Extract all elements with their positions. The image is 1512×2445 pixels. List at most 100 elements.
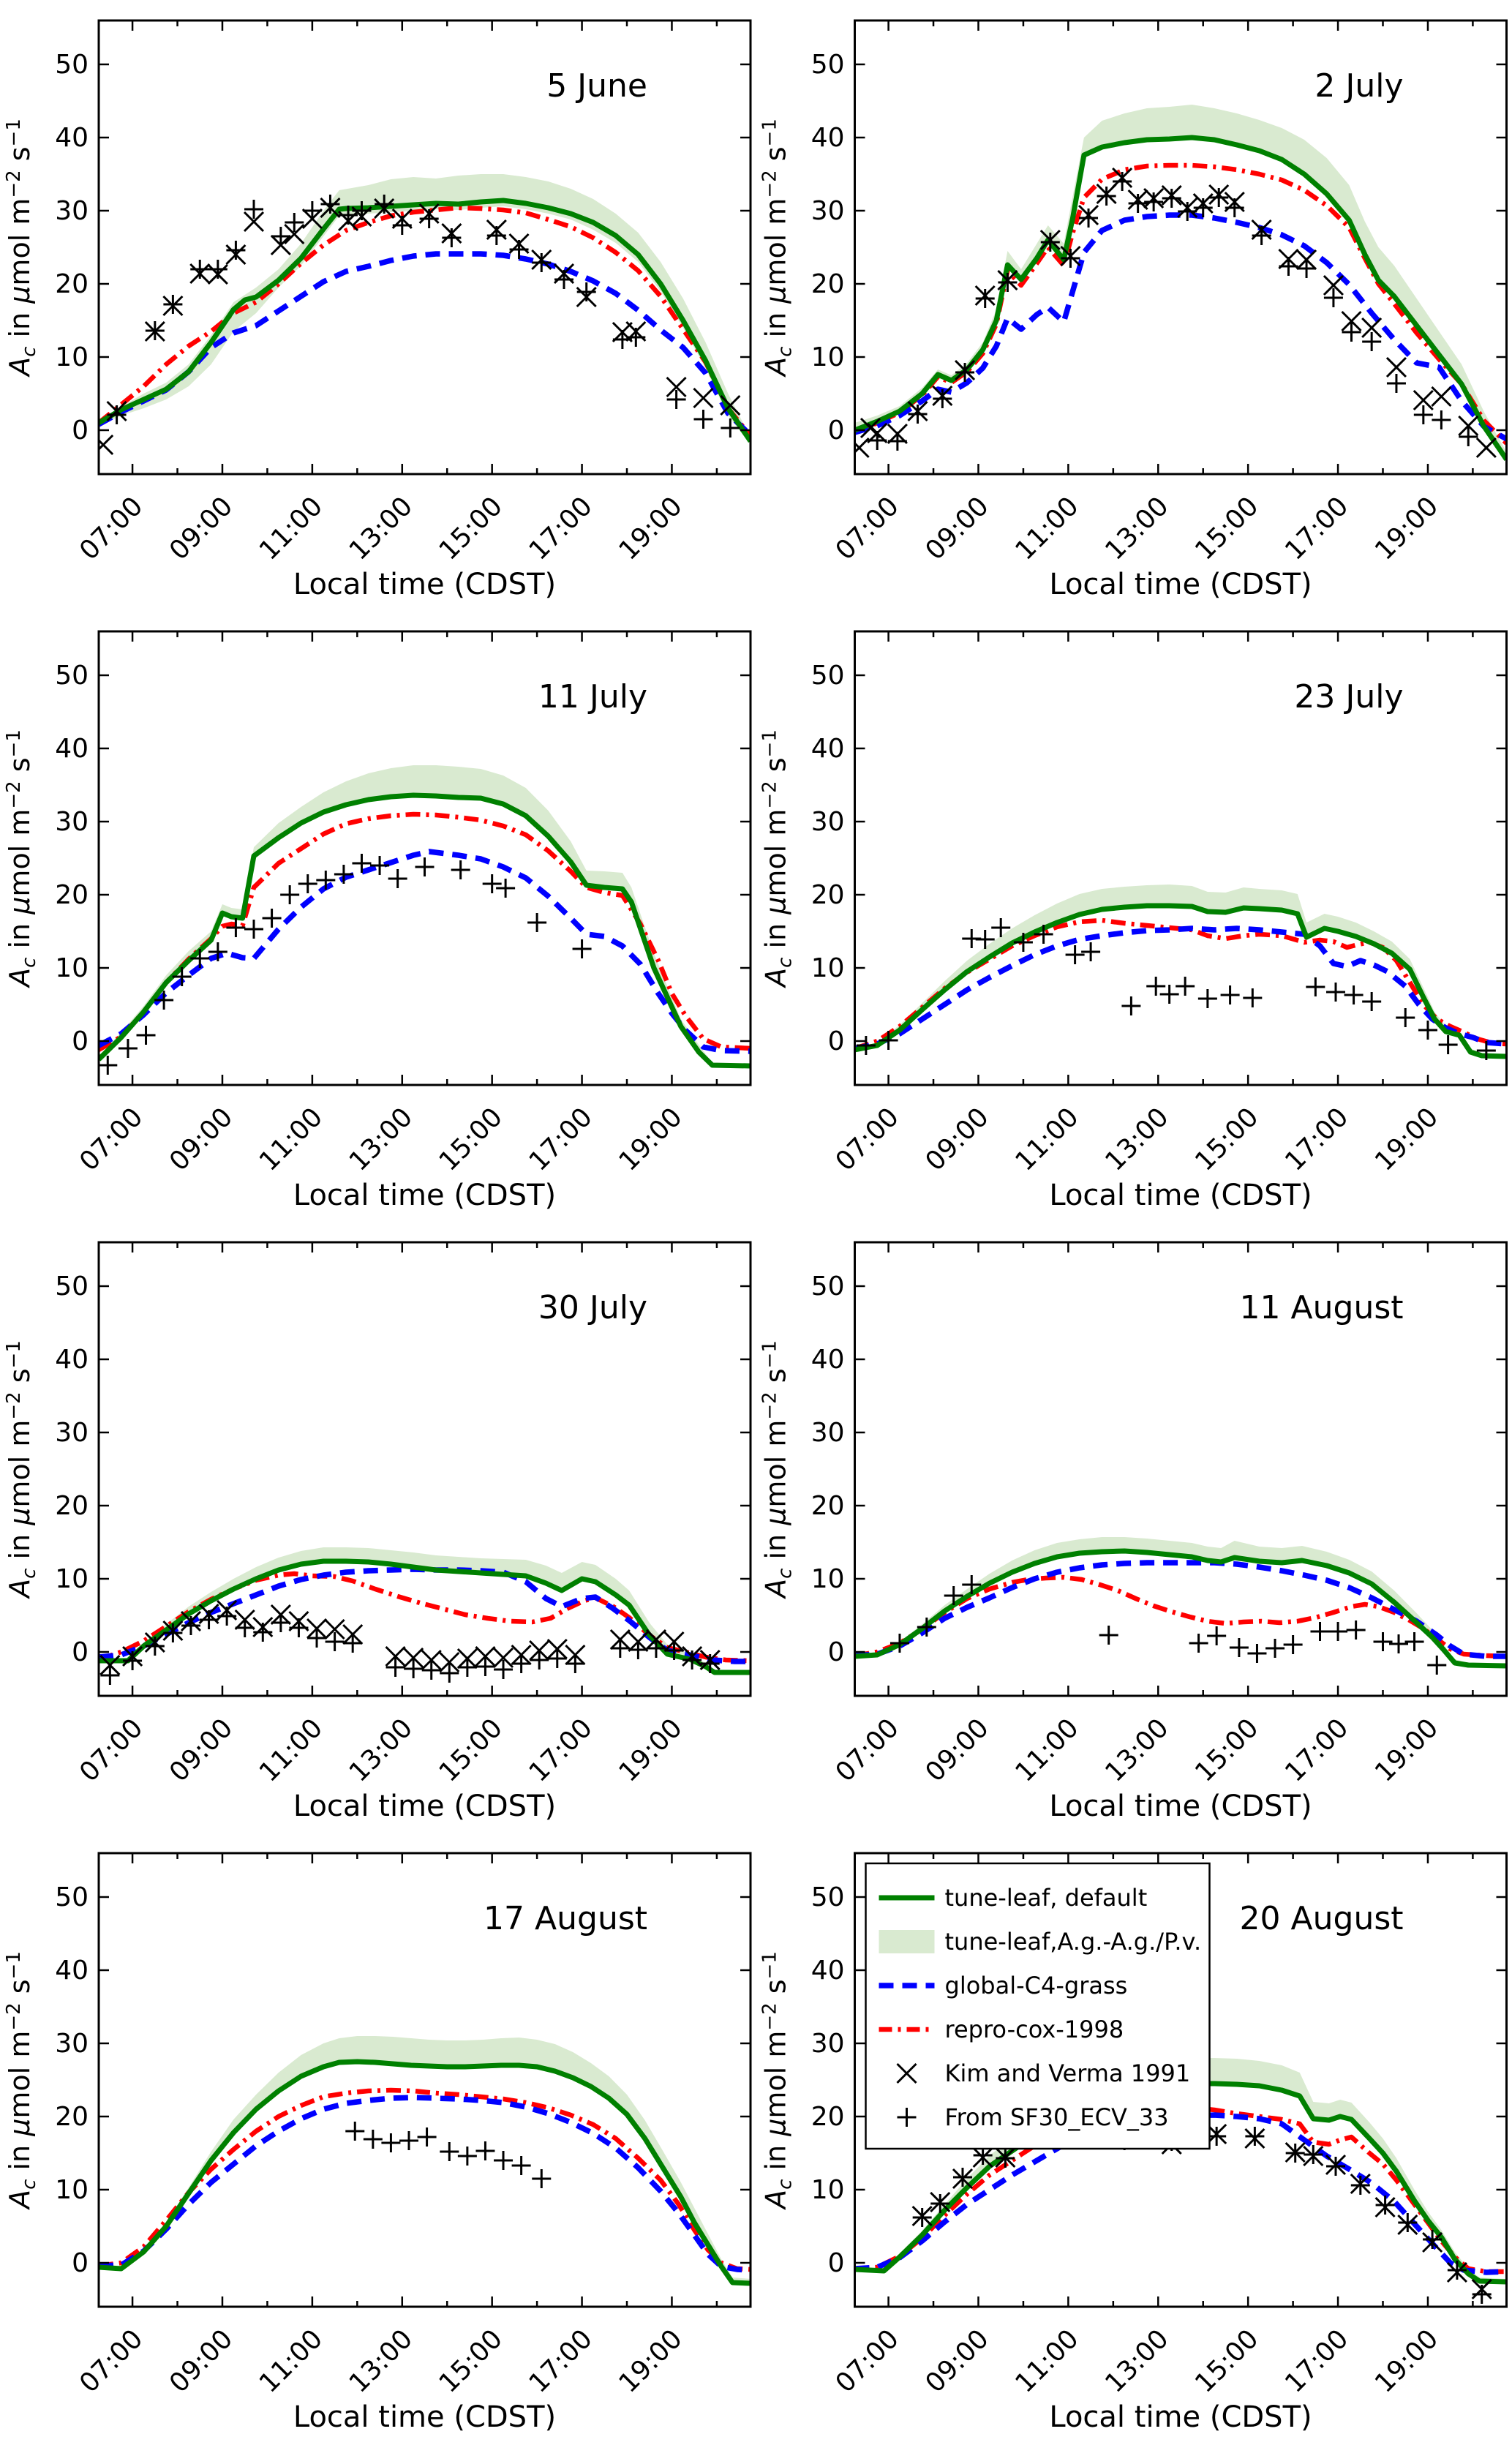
y-tick-label: 0 <box>828 1637 845 1667</box>
y-tick-label: 0 <box>828 1026 845 1056</box>
x-tick-label: 07:00 <box>830 491 905 566</box>
panel-title: 5 June <box>546 67 647 105</box>
panel-title: 17 August <box>484 1900 647 1937</box>
x-tick-label: 11:00 <box>1009 491 1084 566</box>
x-tick-label: 11:00 <box>254 1713 328 1787</box>
plot-area-1 <box>854 105 1507 461</box>
y-tick-label: 20 <box>55 1491 89 1521</box>
x-tick-label: 13:00 <box>1099 1713 1174 1787</box>
chart-30-july: 07:00 09:00 11:00 13:00 15:00 17:00 19:00 0 10 20… <box>3 1241 752 1823</box>
series-band-tune-leaf-ag <box>854 2058 1507 2282</box>
y-tick-label: 30 <box>811 1418 845 1448</box>
y-tick-label: 20 <box>55 269 89 299</box>
x-tick-label: 09:00 <box>919 1102 994 1176</box>
x-axis-label: Local time (CDST) <box>293 1789 556 1823</box>
y-axis-label: Ac in μmol m−2 s−1 <box>759 119 797 378</box>
x-tick-label: 11:00 <box>254 2324 328 2398</box>
x-tick-label: 19:00 <box>613 2324 688 2398</box>
x-tick-label: 09:00 <box>164 2324 238 2398</box>
y-tick-label: 40 <box>55 1345 89 1375</box>
x-tick-label: 11:00 <box>1009 2324 1084 2398</box>
panel-title: 11 July <box>538 678 647 716</box>
x-tick-label: 09:00 <box>919 1713 994 1787</box>
y-tick-label: 50 <box>55 1272 89 1302</box>
x-tick-label: 11:00 <box>254 491 328 566</box>
legend-item-from-sf30-ecv-33: From SF30_ECV_33 <box>897 2103 1169 2131</box>
y-tick-label: 10 <box>55 1564 89 1594</box>
y-axis-label: Ac in μmol m−2 s−1 <box>3 729 40 989</box>
y-tick-label: 20 <box>55 2102 89 2132</box>
panel-title: 2 July <box>1314 67 1403 105</box>
x-tick-label: 19:00 <box>1369 1102 1444 1176</box>
x-tick-label: 15:00 <box>434 1102 508 1176</box>
x-tick-label: 19:00 <box>613 1713 688 1787</box>
x-tick-label: 11:00 <box>254 1102 328 1176</box>
x-tick-label: 09:00 <box>164 1102 238 1176</box>
y-tick-label: 0 <box>828 2248 845 2278</box>
chart-11-july: 07:00 09:00 11:00 13:00 15:00 17:00 19:00 0 10 20… <box>3 630 752 1212</box>
series-global-c4-grass <box>99 2095 751 2273</box>
x-tick-label: 13:00 <box>344 1102 418 1176</box>
y-tick-label: 50 <box>811 50 845 80</box>
plot-area-3 <box>854 885 1507 1060</box>
series-global-c4-grass <box>854 212 1507 442</box>
x-tick-label: 17:00 <box>524 1713 598 1787</box>
y-tick-label: 20 <box>811 269 845 299</box>
chart-11-august: 07:00 09:00 11:00 13:00 15:00 17:00 19:00 0 10 20… <box>759 1241 1508 1823</box>
chart-17-august: 07:00 09:00 11:00 13:00 15:00 17:00 19:00 0 10 20… <box>3 1852 752 2434</box>
x-tick-label: 15:00 <box>434 2324 508 2398</box>
y-tick-label: 50 <box>55 661 89 691</box>
x-tick-label: 07:00 <box>74 1102 148 1176</box>
x-tick-label: 13:00 <box>344 2324 418 2398</box>
y-tick-label: 20 <box>811 880 845 910</box>
y-tick-label: 0 <box>828 416 845 446</box>
markers-from-sf30-ecv-33 <box>345 2122 552 2188</box>
y-tick-label: 0 <box>72 1026 89 1056</box>
series-band-tune-leaf-ag <box>854 105 1507 459</box>
legend: tune-leaf, default tune-leaf,A.g.-A.g./P.… <box>865 1862 1211 2150</box>
x-tick-label: 15:00 <box>434 491 508 566</box>
markers-from-sf30-ecv-33 <box>889 1575 1447 1675</box>
y-tick-label: 50 <box>55 1882 89 1912</box>
series-tune-leaf-default <box>99 1558 751 1675</box>
x-tick-label: 19:00 <box>613 1102 688 1176</box>
x-tick-label: 17:00 <box>1279 2324 1354 2398</box>
x-tick-label: 15:00 <box>1189 2324 1264 2398</box>
panel-title: 23 July <box>1294 678 1403 716</box>
x-tick-label: 09:00 <box>919 491 994 566</box>
plot-area-5 <box>854 1537 1507 1675</box>
legend-item-repro-cox-1998: repro-cox-1998 <box>879 2016 1124 2043</box>
y-tick-label: 0 <box>72 2248 89 2278</box>
series-band-tune-leaf-ag <box>854 885 1507 1056</box>
legend-item-tune-leaf-default: tune-leaf, default <box>879 1884 1147 1912</box>
panel-title: 20 August <box>1240 1900 1404 1937</box>
y-tick-label: 50 <box>811 1882 845 1912</box>
y-tick-label: 20 <box>811 2102 845 2132</box>
chart-23-july: 07:00 09:00 11:00 13:00 15:00 17:00 19:00 0 10 20… <box>759 630 1508 1212</box>
y-tick-label: 50 <box>811 661 845 691</box>
y-tick-label: 40 <box>811 1345 845 1375</box>
x-tick-label: 15:00 <box>1189 1713 1264 1787</box>
legend-label: global-C4-grass <box>945 1972 1128 1999</box>
x-tick-label: 07:00 <box>830 2324 905 2398</box>
x-tick-label: 13:00 <box>1099 491 1174 566</box>
chart-5-june: 07:00 09:00 11:00 13:00 15:00 17:00 19:00 0 10 20… <box>3 19 752 601</box>
series-repro-cox-1998 <box>99 2087 751 2272</box>
y-axis-label: Ac in μmol m−2 s−1 <box>3 1340 40 1600</box>
x-tick-label: 19:00 <box>613 491 688 566</box>
series-repro-cox-1998 <box>99 811 751 1052</box>
x-tick-label: 19:00 <box>1369 491 1444 566</box>
series-band-tune-leaf-ag <box>99 765 751 1066</box>
x-tick-label: 07:00 <box>74 2324 148 2398</box>
y-tick-label: 20 <box>55 880 89 910</box>
y-tick-label: 40 <box>811 123 845 153</box>
x-tick-label: 09:00 <box>919 2324 994 2398</box>
y-tick-label: 30 <box>55 2029 89 2059</box>
x-tick-label: 07:00 <box>830 1713 905 1787</box>
panel-23-july: 07:00 09:00 11:00 13:00 15:00 17:00 19:00 0 10 20… <box>756 611 1512 1222</box>
x-tick-label: 15:00 <box>1189 491 1264 566</box>
x-tick-label: 13:00 <box>1099 1102 1174 1176</box>
plot-area-0 <box>99 174 751 456</box>
y-tick-label: 40 <box>55 734 89 764</box>
x-tick-label: 11:00 <box>1009 1713 1084 1787</box>
